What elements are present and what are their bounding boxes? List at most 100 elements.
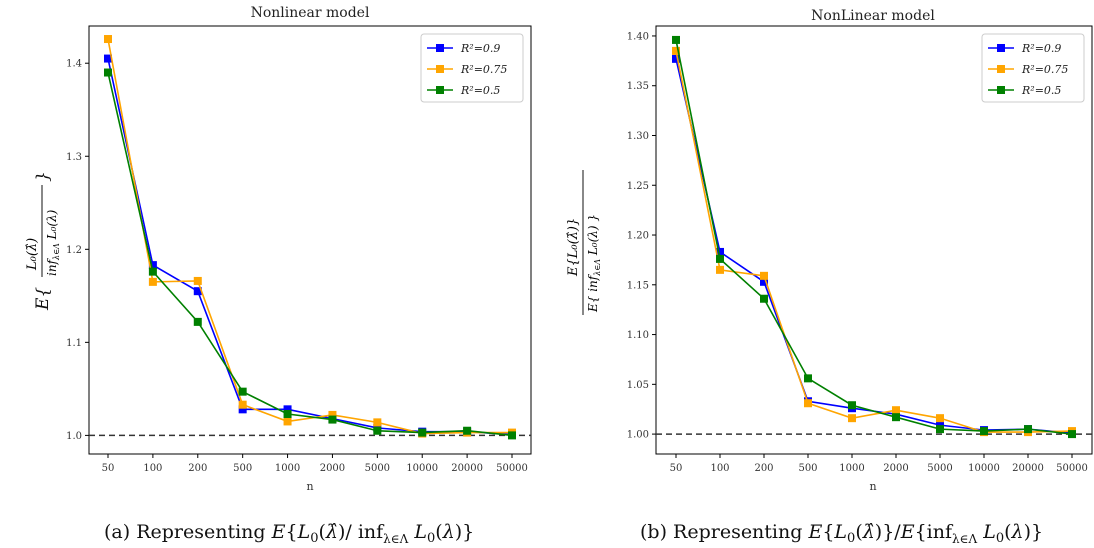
data-point bbox=[238, 405, 247, 414]
data-point bbox=[804, 374, 812, 383]
chart-b-y-ticks: 1.00 1.05 1.10 1.15 1.20 1.25 1.30 1.35 1.40 bbox=[627, 31, 656, 441]
series-line bbox=[675, 58, 1073, 434]
data-point bbox=[980, 427, 988, 436]
svg-text:E{L₀(λ̂)}: E{L₀(λ̂)} bbox=[566, 218, 581, 277]
chart-a-series bbox=[104, 35, 516, 440]
x-tick-label: 200 bbox=[754, 463, 773, 474]
data-point bbox=[193, 317, 202, 326]
data-point bbox=[463, 426, 472, 435]
y-tick-label: 1.4 bbox=[66, 59, 82, 70]
data-point bbox=[672, 54, 680, 63]
data-point bbox=[760, 294, 768, 303]
legend-label: R²=0.75 bbox=[1021, 63, 1068, 76]
chart-b-series bbox=[672, 35, 1076, 439]
legend-swatch-marker bbox=[997, 86, 1005, 94]
chart-a-ylabel: E{ L₀(λ̂) infλ∈Λ L₀(λ) } bbox=[25, 171, 61, 311]
y-tick-label: 1.05 bbox=[627, 380, 649, 391]
x-tick-label: 5000 bbox=[365, 463, 390, 474]
plot-area-a bbox=[88, 25, 532, 455]
chart-b-x-ticks: 50 100 200 500 1000 2000 5000 10000 20000 50000 bbox=[670, 454, 1088, 474]
plot-area-b bbox=[655, 25, 1093, 455]
data-point bbox=[672, 35, 680, 44]
series-line bbox=[675, 50, 1073, 433]
x-tick-label: 50000 bbox=[496, 463, 528, 474]
legend-swatch-marker bbox=[436, 65, 444, 73]
x-tick-label: 500 bbox=[798, 463, 817, 474]
caption-a: (a) Representing E{L0(λ̂)/ infλ∈Λ L0(λ)} bbox=[104, 521, 474, 546]
chart-a-title: Nonlinear model bbox=[251, 5, 370, 21]
legend-label: R²=0.9 bbox=[460, 42, 500, 55]
chart-b: NonLinear model n E{L₀(λ̂)} E{ infλ∈Λ L₀… bbox=[566, 8, 1093, 493]
data-point bbox=[148, 277, 157, 286]
data-point bbox=[193, 276, 202, 285]
data-point bbox=[716, 265, 724, 274]
x-tick-label: 10000 bbox=[406, 463, 438, 474]
y-tick-label: 1.15 bbox=[627, 280, 649, 291]
x-tick-label: 100 bbox=[143, 463, 162, 474]
x-tick-label: 500 bbox=[233, 463, 252, 474]
legend-box bbox=[981, 33, 1085, 103]
x-tick-label: 2000 bbox=[883, 463, 908, 474]
legend-swatch-marker bbox=[436, 44, 444, 52]
data-point bbox=[238, 400, 247, 409]
data-point bbox=[760, 271, 768, 280]
chart-b-xlabel: n bbox=[869, 480, 876, 493]
x-tick-label: 20000 bbox=[451, 463, 483, 474]
data-point bbox=[1068, 430, 1076, 439]
chart-b-legend: R²=0.9 R²=0.75 R²=0.5 bbox=[981, 33, 1085, 103]
data-point bbox=[936, 414, 944, 423]
svg-text:infλ∈Λ L₀(λ): infλ∈Λ L₀(λ) bbox=[45, 209, 61, 276]
legend-box bbox=[420, 33, 524, 103]
series-line bbox=[107, 38, 512, 435]
x-tick-label: 1000 bbox=[275, 463, 300, 474]
data-point bbox=[238, 387, 247, 396]
svg-text:E{ infλ∈Λ L₀(λ) }: E{ infλ∈Λ L₀(λ) } bbox=[586, 214, 602, 313]
y-tick-label: 1.1 bbox=[66, 338, 82, 349]
data-point bbox=[283, 409, 292, 418]
chart-a-xlabel: n bbox=[306, 480, 313, 493]
data-point bbox=[760, 277, 768, 286]
y-tick-label: 1.00 bbox=[627, 430, 649, 441]
x-tick-label: 50000 bbox=[1056, 463, 1088, 474]
y-tick-label: 1.30 bbox=[627, 131, 649, 142]
data-point bbox=[508, 431, 516, 440]
chart-a-legend: R²=0.9 R²=0.75 R²=0.5 bbox=[420, 33, 524, 103]
data-point bbox=[672, 46, 680, 55]
x-tick-label: 2000 bbox=[320, 463, 345, 474]
chart-a: Nonlinear model n E{ L₀(λ̂) infλ∈Λ L₀(λ)… bbox=[25, 5, 532, 493]
x-tick-label: 200 bbox=[188, 463, 207, 474]
y-tick-label: 1.25 bbox=[627, 181, 649, 192]
data-point bbox=[148, 267, 157, 276]
data-point bbox=[892, 406, 900, 415]
legend-label: R²=0.5 bbox=[460, 84, 500, 97]
series-line bbox=[107, 72, 513, 437]
data-point bbox=[283, 405, 292, 414]
x-tick-label: 10000 bbox=[968, 463, 1000, 474]
data-point bbox=[283, 417, 292, 426]
data-point bbox=[193, 287, 202, 296]
data-point bbox=[936, 425, 944, 434]
data-point bbox=[418, 428, 427, 437]
data-point bbox=[104, 68, 112, 77]
x-tick-label: 1000 bbox=[839, 463, 864, 474]
data-point bbox=[1024, 425, 1032, 434]
x-tick-label: 100 bbox=[710, 463, 729, 474]
legend-label: R²=0.9 bbox=[1021, 42, 1061, 55]
y-tick-label: 1.3 bbox=[66, 152, 82, 163]
data-point bbox=[804, 399, 812, 408]
svg-text:(b) Representing E{L0(λ̂)}/E{i: (b) Representing E{L0(λ̂)}/E{infλ∈Λ L0(λ… bbox=[640, 521, 1043, 546]
chart-a-x-ticks: 50 100 200 500 1000 2000 5000 10000 20000 50000 bbox=[102, 454, 528, 474]
y-tick-label: 1.40 bbox=[627, 31, 649, 42]
data-point bbox=[716, 254, 724, 263]
legend-swatch-marker bbox=[997, 44, 1005, 52]
y-tick-label: 1.10 bbox=[627, 330, 649, 341]
chart-b-ylabel: E{L₀(λ̂)} E{ infλ∈Λ L₀(λ) } bbox=[566, 170, 602, 315]
chart-a-y-ticks: 1.0 1.1 1.2 1.3 1.4 bbox=[66, 59, 89, 442]
y-tick-label: 1.20 bbox=[627, 231, 649, 242]
series-line bbox=[675, 39, 1073, 435]
data-point bbox=[848, 414, 856, 423]
data-point bbox=[328, 415, 337, 424]
data-point bbox=[328, 410, 337, 419]
data-point bbox=[848, 401, 856, 410]
